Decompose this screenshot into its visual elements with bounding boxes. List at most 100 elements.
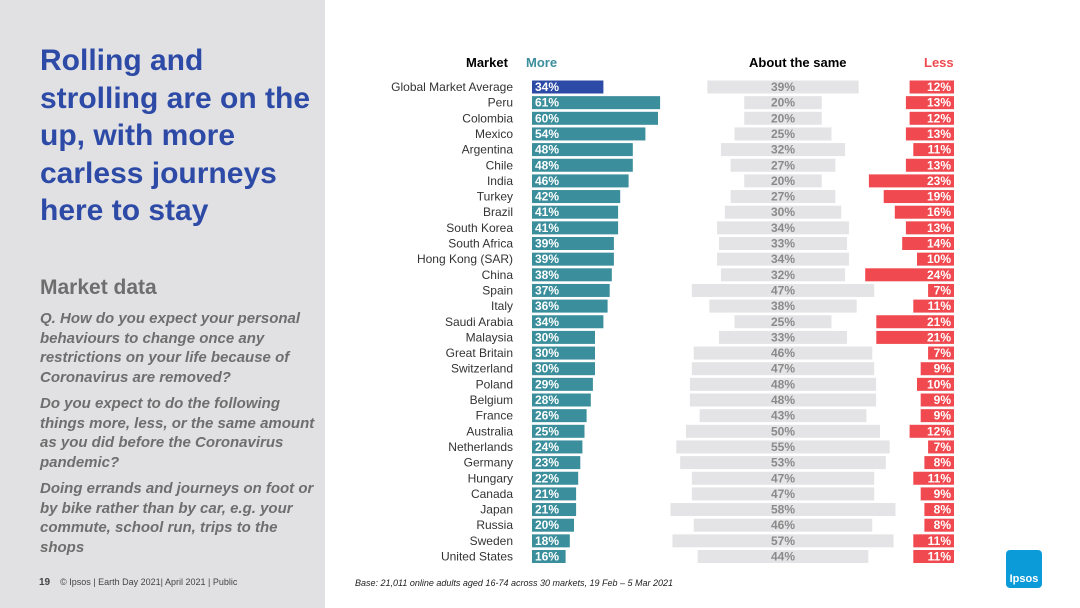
less-value-label: 8% <box>934 518 952 532</box>
more-bar <box>532 393 591 407</box>
more-value-label: 24% <box>535 440 559 454</box>
less-bar <box>920 362 954 376</box>
more-value-label: 30% <box>535 362 559 376</box>
question-text: Q. How do you expect your personal behav… <box>40 310 301 386</box>
same-bar <box>720 268 846 282</box>
same-value-label: 33% <box>771 237 795 251</box>
less-bar <box>917 252 954 266</box>
market-label: Spain <box>482 283 513 297</box>
more-value-label: 21% <box>535 503 559 517</box>
more-value-label: 23% <box>535 456 559 470</box>
market-label: Switzerland <box>451 362 513 376</box>
same-value-label: 50% <box>771 424 795 438</box>
same-bar <box>691 487 875 501</box>
same-bar <box>689 393 877 407</box>
header-less: Less <box>924 55 954 70</box>
less-value-label: 9% <box>934 487 952 501</box>
more-value-label: 22% <box>535 471 559 485</box>
more-bar <box>532 252 614 266</box>
less-bar <box>920 487 954 501</box>
less-value-label: 13% <box>927 127 951 141</box>
more-bar <box>532 409 587 423</box>
header-about-the-same: About the same <box>749 55 847 70</box>
same-value-label: 27% <box>771 190 795 204</box>
footer: 19 © Ipsos | Earth Day 2021| April 2021 |… <box>39 577 237 588</box>
same-value-label: 53% <box>771 456 795 470</box>
same-value-label: 39% <box>771 80 795 94</box>
less-value-label: 16% <box>927 205 951 219</box>
more-value-label: 61% <box>535 96 559 110</box>
same-bar <box>717 252 849 266</box>
more-value-label: 29% <box>535 377 559 391</box>
more-value-label: 21% <box>535 487 559 501</box>
market-label: Great Britain <box>446 346 513 360</box>
market-label: Chile <box>486 158 514 172</box>
less-bar <box>902 237 954 250</box>
less-value-label: 13% <box>927 96 951 110</box>
same-value-label: 25% <box>771 315 795 329</box>
more-value-label: 26% <box>535 409 559 423</box>
same-value-label: 55% <box>771 440 795 454</box>
same-bar <box>744 96 822 110</box>
less-value-label: 9% <box>934 393 952 407</box>
same-value-label: 46% <box>771 518 795 532</box>
page-title: Rolling and strolling are on the up, wit… <box>40 44 311 227</box>
less-bar <box>913 299 954 313</box>
more-bar <box>532 440 583 454</box>
more-value-label: 46% <box>535 174 559 188</box>
less-value-label: 19% <box>927 190 951 204</box>
same-bar <box>744 174 822 188</box>
less-bar <box>883 190 954 204</box>
less-value-label: 21% <box>927 315 951 329</box>
more-value-label: 48% <box>535 158 559 172</box>
more-bar <box>532 190 621 204</box>
less-bar <box>876 315 954 329</box>
same-bar <box>718 237 848 250</box>
market-label: Belgium <box>470 393 513 407</box>
market-label: Peru <box>488 96 513 110</box>
less-value-label: 11% <box>928 550 952 564</box>
more-value-label: 34% <box>535 315 559 329</box>
more-bar <box>532 424 585 438</box>
same-value-label: 20% <box>771 96 795 110</box>
same-bar <box>691 362 875 376</box>
same-value-label: 44% <box>771 550 795 564</box>
header-more: More <box>526 55 558 70</box>
more-bar <box>532 550 566 563</box>
more-value-label: 42% <box>535 190 559 204</box>
same-value-label: 33% <box>771 330 795 344</box>
more-value-label: 54% <box>535 127 559 141</box>
less-value-label: 11% <box>928 534 952 548</box>
more-bar <box>532 330 595 344</box>
less-value-label: 13% <box>927 158 951 172</box>
less-value-label: 21% <box>927 330 951 344</box>
more-bar <box>532 503 577 517</box>
same-bar <box>680 456 886 470</box>
same-value-label: 48% <box>771 377 795 391</box>
same-bar <box>689 377 877 391</box>
same-bar <box>730 190 836 204</box>
market-label: Argentina <box>462 143 514 157</box>
market-label: South Korea <box>446 221 513 235</box>
more-bar <box>532 205 619 219</box>
same-value-label: 57% <box>771 534 795 548</box>
same-bar <box>686 424 880 438</box>
same-value-label: 34% <box>771 252 795 266</box>
more-value-label: 28% <box>535 393 559 407</box>
market-label: Japan <box>480 503 513 517</box>
same-value-label: 25% <box>771 127 795 141</box>
more-value-label: 39% <box>535 237 559 251</box>
same-bar <box>676 440 890 454</box>
more-bar <box>532 111 658 125</box>
footer-text: © Ipsos | Earth Day 2021| April 2021 | P… <box>60 577 238 587</box>
market-label: Brazil <box>483 205 513 219</box>
same-value-label: 34% <box>771 221 795 235</box>
less-bar <box>868 174 954 188</box>
less-value-label: 8% <box>934 456 952 470</box>
same-bar <box>699 409 867 423</box>
same-bar <box>693 346 873 360</box>
more-bar <box>532 127 646 141</box>
more-bar <box>532 377 593 391</box>
more-bar <box>532 96 661 110</box>
